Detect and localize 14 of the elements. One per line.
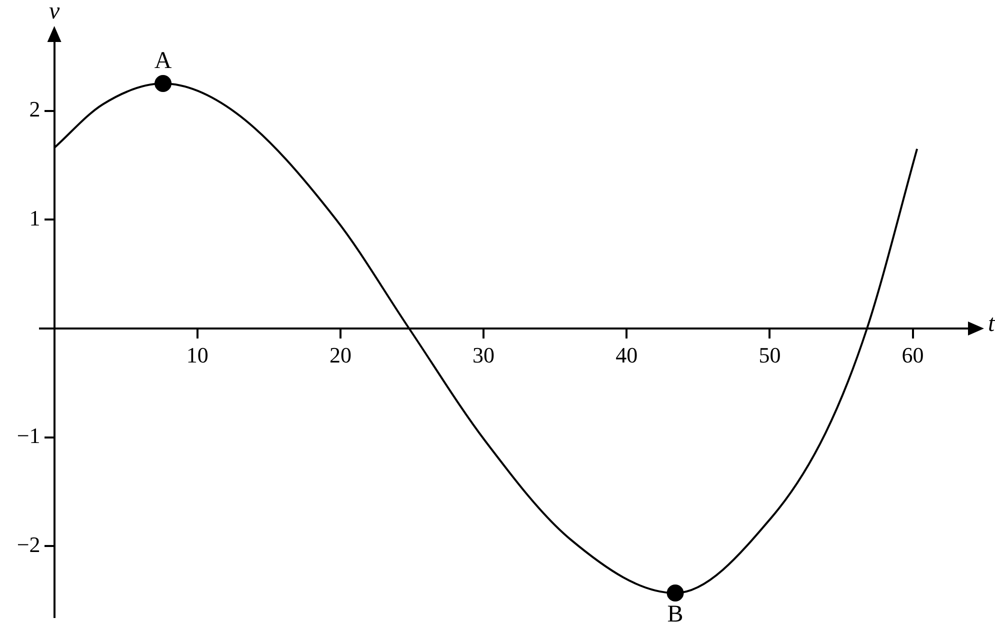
y-tick-label: 2 — [29, 96, 40, 122]
y-axis-title: v — [48, 0, 60, 24]
y-tick-label: 1 — [29, 205, 40, 230]
x-tick-label: 20 — [329, 342, 352, 368]
y-tick-label: −2 — [16, 532, 40, 558]
x-tick-label: 50 — [758, 342, 781, 368]
annotation: B — [667, 601, 684, 628]
x-tick-label: 30 — [472, 342, 495, 368]
x-tick-label: 10 — [186, 342, 208, 368]
x-tick-label: 60 — [902, 342, 924, 368]
x-axis-title: t — [988, 310, 995, 337]
annotation: A — [154, 48, 172, 74]
x-tick-label: 40 — [616, 342, 638, 368]
y-tick-label: −1 — [16, 423, 40, 448]
